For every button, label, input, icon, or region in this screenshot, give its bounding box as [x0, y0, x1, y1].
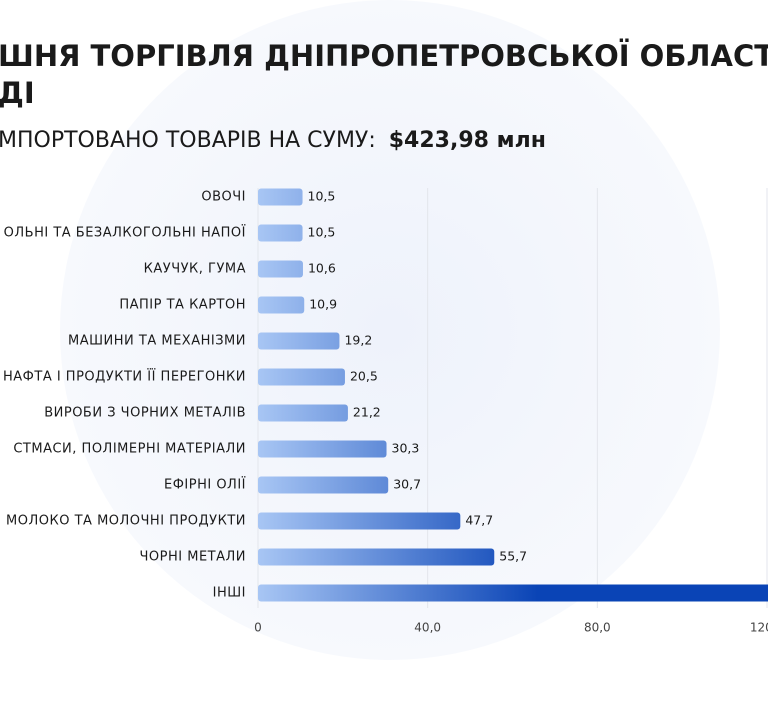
category-label: ВИРОБИ З ЧОРНИХ МЕТАЛІВ — [44, 406, 246, 421]
bar — [258, 332, 340, 350]
bar — [258, 404, 348, 422]
bar — [258, 296, 305, 314]
chart-title: ШНЯ ТОРГІВЛЯ ДНІПРОПЕТРОВСЬКОЇ ОБЛАСТІ — [0, 39, 768, 73]
bar — [258, 368, 345, 386]
chart-title-line2: ДІ — [0, 76, 35, 110]
bar — [258, 260, 303, 278]
category-label: ПАПІР ТА КАРТОН — [119, 298, 246, 313]
bar — [258, 476, 389, 494]
bar — [258, 584, 768, 602]
bar — [258, 188, 303, 206]
x-tick-label: 80,0 — [584, 621, 611, 635]
value-label: 55,7 — [499, 549, 527, 564]
bar — [258, 548, 495, 566]
value-label: 10,5 — [308, 189, 336, 204]
category-label: КАУЧУК, ГУМА — [144, 262, 246, 277]
bar — [258, 224, 303, 242]
x-tick-label: 40,0 — [414, 621, 441, 635]
category-label: ЧОРНІ МЕТАЛИ — [140, 550, 247, 565]
subtitle-value: $423,98 млн — [389, 128, 546, 153]
value-label: 20,5 — [350, 369, 378, 384]
background-circle — [60, 0, 720, 660]
category-label: ОВОЧІ — [201, 190, 246, 205]
bar — [258, 440, 387, 458]
x-tick-label: 120,0 — [750, 621, 768, 635]
value-label: 10,6 — [308, 261, 336, 276]
category-label: ОЛЬНІ ТА БЕЗАЛКОГОЛЬНІ НАПОЇ — [4, 225, 246, 241]
value-label: 21,2 — [353, 405, 381, 420]
value-label: 10,5 — [308, 225, 336, 240]
value-label: 19,2 — [344, 333, 372, 348]
value-label: 30,3 — [392, 441, 420, 456]
value-label: 47,7 — [465, 513, 493, 528]
category-label: СТМАСИ, ПОЛІМЕРНІ МАТЕРІАЛИ — [13, 442, 246, 457]
bar — [258, 512, 461, 530]
value-label: 10,9 — [309, 297, 337, 312]
category-label: МАШИНИ ТА МЕХАНІЗМИ — [68, 334, 246, 349]
value-label: 30,7 — [393, 477, 421, 492]
category-label: ІНШІ — [213, 586, 246, 601]
category-label: НАФТА І ПРОДУКТИ ЇЇ ПЕРЕГОНКИ — [3, 369, 246, 385]
category-label: ЕФІРНІ ОЛІЇ — [164, 477, 246, 493]
subtitle-text: МПОРТОВАНО ТОВАРІВ НА СУМУ: — [0, 128, 376, 153]
category-label: МОЛОКО ТА МОЛОЧНІ ПРОДУКТИ — [6, 514, 246, 529]
subtitle: МПОРТОВАНО ТОВАРІВ НА СУМУ: $423,98 млн — [0, 128, 546, 153]
x-tick-label: 0 — [254, 621, 262, 635]
